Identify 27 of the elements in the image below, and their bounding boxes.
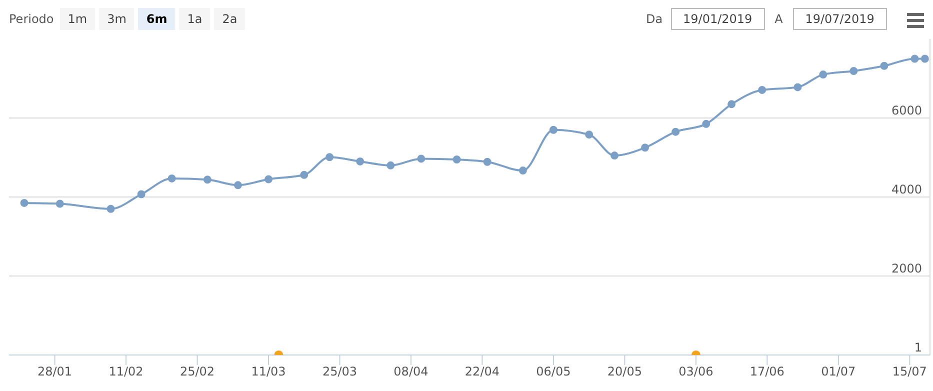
x-tick-label: 08/04 (394, 364, 428, 379)
x-tick-label: 03/06 (678, 364, 714, 379)
text: 6m (138, 8, 176, 30)
x-tick-label: 11/03 (251, 364, 286, 379)
x-tick-label: 28/01 (38, 364, 72, 379)
x-tick-label: 25/02 (180, 364, 215, 379)
y-tick-label: 2000 (891, 261, 922, 276)
text: A (774, 12, 783, 26)
text: Periodo (9, 12, 54, 26)
y-tick-label: 1 (914, 340, 922, 354)
text: Da (646, 12, 663, 26)
x-tick-label: 01/07 (821, 364, 856, 379)
text: 19/01/2019 (670, 8, 765, 30)
x-tick-label: 22/04 (464, 364, 500, 379)
x-tick-label: 15/07 (892, 364, 927, 379)
x-tick-label: 20/05 (607, 364, 642, 379)
text: 1a (179, 8, 210, 30)
x-tick-label: 25/03 (322, 364, 358, 379)
text: 1m (60, 8, 96, 30)
text: 3m (99, 8, 134, 30)
text: 2a (214, 8, 246, 30)
text: 19/07/2019 (792, 8, 887, 30)
y-tick-label: 4000 (891, 182, 922, 196)
x-tick-label: 17/06 (750, 364, 784, 379)
x-tick-label: 11/02 (108, 364, 144, 379)
y-tick-label: 6000 (891, 103, 922, 118)
x-tick-label: 06/05 (536, 364, 571, 379)
